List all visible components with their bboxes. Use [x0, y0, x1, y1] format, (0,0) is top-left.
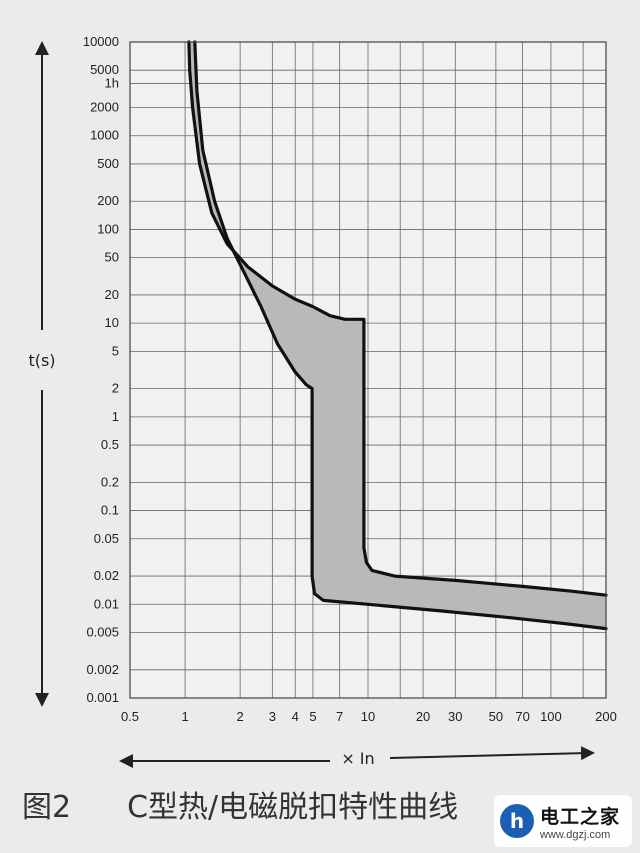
- figure-title: C型热/电磁脱扣特性曲线: [127, 790, 459, 825]
- y-tick-label: 10000: [83, 34, 119, 49]
- y-tick-label: 1000: [90, 128, 119, 143]
- x-tick-label: 4: [292, 709, 299, 724]
- y-tick-label: 0.1: [101, 503, 119, 518]
- y-tick-label: 0.5: [101, 437, 119, 452]
- y-tick-label: 50: [105, 250, 119, 265]
- x-tick-label: 50: [489, 709, 503, 724]
- x-tick-label: 7: [336, 709, 343, 724]
- x-tick-label: 10: [361, 709, 375, 724]
- x-tick-label: 70: [515, 709, 529, 724]
- y-tick-label: 0.02: [94, 568, 119, 583]
- y-tick-label: 200: [97, 193, 119, 208]
- watermark: h 电工之家 www.dgzj.com: [494, 795, 632, 847]
- watermark-logo-icon: h: [500, 804, 534, 838]
- curves: [187, 40, 608, 631]
- x-tick-label: 1: [181, 709, 188, 724]
- watermark-url: www.dgzj.com: [540, 828, 611, 841]
- x-tick-label: 20: [416, 709, 430, 724]
- y-tick-label: 500: [97, 156, 119, 171]
- y-tick-label: 0.005: [86, 624, 119, 639]
- upper-limit-curve: [187, 40, 608, 597]
- x-tick-label: 5: [309, 709, 316, 724]
- watermark-name: 电工之家: [540, 805, 621, 828]
- x-arrow-right: [389, 746, 595, 761]
- y-axis-label: t(s): [28, 351, 55, 370]
- x-tick-labels: 0.5 1 2 3 4 5 7 10 20 30 50 70 100 200: [121, 709, 617, 724]
- y-tick-label: 2: [112, 381, 119, 396]
- y-tick-label: 20: [105, 287, 119, 302]
- y-tick-label: 1h: [105, 76, 119, 91]
- x-tick-label: 2: [237, 709, 244, 724]
- y-tick-label: 0.002: [86, 662, 119, 677]
- plot-frame: [129, 41, 607, 699]
- y-tick-label: 0.2: [101, 474, 119, 489]
- y-tick-label: 5: [112, 343, 119, 358]
- y-tick-label: 0.001: [86, 690, 119, 705]
- x-tick-label: 200: [595, 709, 617, 724]
- y-tick-label: 5000: [90, 62, 119, 77]
- lower-limit-curve: [193, 40, 608, 631]
- y-tick-labels: 0.001 0.002 0.005 0.01 0.02 0.05 0.1 0.2 0.5 1 2 5 1…: [83, 34, 119, 705]
- y-tick-label: 100: [97, 221, 119, 236]
- x-axis-label: × In: [341, 749, 374, 768]
- y-tick-label: 0.05: [94, 531, 119, 546]
- x-tick-label: 3: [269, 709, 276, 724]
- y-tick-label: 10: [105, 315, 119, 330]
- x-tick-label: 100: [540, 709, 562, 724]
- y-tick-label: 2000: [90, 100, 119, 115]
- x-tick-label: 30: [448, 709, 462, 724]
- y-tick-label: 0.01: [94, 596, 119, 611]
- figure-number: 图2: [22, 790, 72, 825]
- figure-caption: 图2 C型热/电磁脱扣特性曲线: [22, 782, 458, 826]
- y-tick-label: 1: [112, 409, 119, 424]
- x-tick-label: 0.5: [121, 709, 139, 724]
